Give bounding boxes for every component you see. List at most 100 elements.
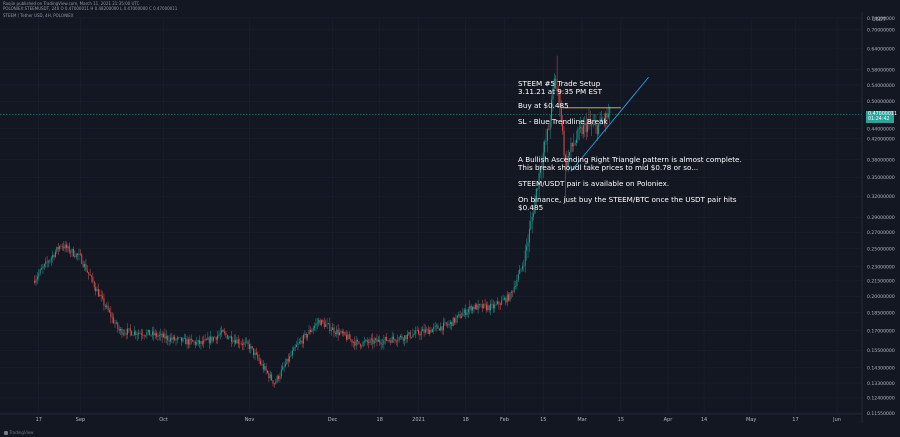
y-tick-label: 0.15500000: [867, 348, 895, 354]
candle-body: [553, 78, 555, 89]
candle-body: [36, 276, 38, 280]
candle-body: [373, 340, 375, 344]
candle-body: [571, 142, 573, 147]
candle-body: [233, 339, 235, 342]
candle-body: [348, 334, 350, 340]
candle-body: [265, 366, 267, 371]
candle-body: [66, 244, 67, 249]
y-tick-label: 0.18500000: [867, 311, 895, 317]
candle-body: [391, 336, 393, 343]
candle-body: [319, 319, 321, 326]
candle-body: [359, 343, 361, 347]
candle-body: [503, 298, 505, 300]
candle-body: [89, 274, 91, 276]
candle-body: [606, 113, 608, 118]
candle-body: [582, 125, 584, 134]
candle-body: [244, 342, 246, 343]
candle-body: [346, 335, 347, 340]
candle-body: [395, 341, 397, 342]
candle-body: [261, 363, 263, 365]
annotation-pattern-note: A Bullish Ascending Right Triangle patte…: [518, 155, 742, 173]
candle-body: [86, 270, 88, 273]
y-tick-label: 0.25000000: [867, 247, 895, 253]
candle-body: [125, 333, 127, 335]
candle-body: [183, 337, 185, 339]
x-tick-label: Feb: [500, 417, 509, 423]
candle-body: [254, 352, 256, 356]
x-tick-label: 14: [701, 417, 707, 423]
candle-body: [132, 334, 134, 336]
candle-body: [470, 305, 472, 311]
candle-body: [499, 304, 501, 305]
candle-body: [522, 266, 523, 269]
candle-body: [483, 303, 485, 309]
candle-body: [480, 304, 482, 305]
candle-body: [282, 366, 284, 370]
candle-body: [128, 328, 130, 329]
candle-body: [147, 329, 149, 333]
candle-body: [515, 285, 516, 287]
candle-body: [422, 329, 424, 332]
candle-body: [275, 381, 277, 384]
y-tick-label: 0.74000000: [867, 16, 895, 22]
candle-body: [607, 113, 609, 118]
candle-body: [416, 330, 418, 331]
candle-body: [201, 341, 203, 344]
y-tick-label: 0.50000000: [867, 99, 895, 105]
candle-body: [474, 304, 476, 310]
x-tick-label: 15: [540, 417, 546, 423]
candle-body: [559, 91, 561, 107]
y-tick-label: 0.17000000: [867, 329, 895, 335]
candle-body: [61, 246, 63, 247]
candle-body: [294, 346, 296, 348]
candle-body: [466, 312, 468, 316]
candle-body: [587, 122, 589, 132]
candle-body: [382, 344, 383, 345]
candle-body: [454, 317, 456, 323]
candle-body: [534, 199, 536, 214]
candle-body: [242, 343, 243, 345]
candle-body: [469, 305, 471, 310]
candle-body: [283, 366, 285, 367]
candle-body: [419, 333, 421, 336]
candle-body: [344, 332, 346, 336]
candle-body: [309, 330, 311, 332]
candle-body: [308, 330, 310, 335]
candle-body: [109, 310, 110, 312]
candle-body: [595, 123, 597, 126]
candle-body: [355, 340, 357, 346]
candle-body: [174, 336, 176, 341]
candle-body: [287, 358, 289, 362]
candle-body: [253, 348, 255, 356]
candle-body: [530, 221, 532, 230]
candle-body: [452, 317, 454, 327]
candle-body: [102, 295, 104, 298]
candle-body: [494, 304, 496, 309]
candle-body: [240, 343, 242, 345]
publish-info: Roojin published on TradingView.com, Mar…: [3, 1, 140, 6]
candle-body: [361, 346, 363, 347]
candle-body: [581, 126, 583, 134]
candle-body: [425, 329, 426, 333]
y-tick-label: 0.42000000: [867, 136, 895, 142]
candle-body: [347, 334, 349, 340]
candle-body: [552, 88, 554, 100]
candle-body: [70, 251, 72, 253]
candle-body: [122, 333, 124, 335]
candle-body: [207, 337, 209, 340]
candle-body: [39, 269, 41, 274]
candle-body: [179, 337, 181, 338]
candle-body: [580, 126, 582, 128]
candle-body: [376, 338, 378, 342]
y-tick-label: 0.14300000: [867, 365, 895, 371]
candle-body: [437, 325, 439, 329]
candle-body: [75, 253, 77, 257]
candle-body: [100, 294, 102, 296]
candle-body: [487, 305, 489, 311]
candle-body: [558, 91, 559, 92]
candle-body: [334, 332, 336, 334]
candle-body: [150, 334, 152, 336]
